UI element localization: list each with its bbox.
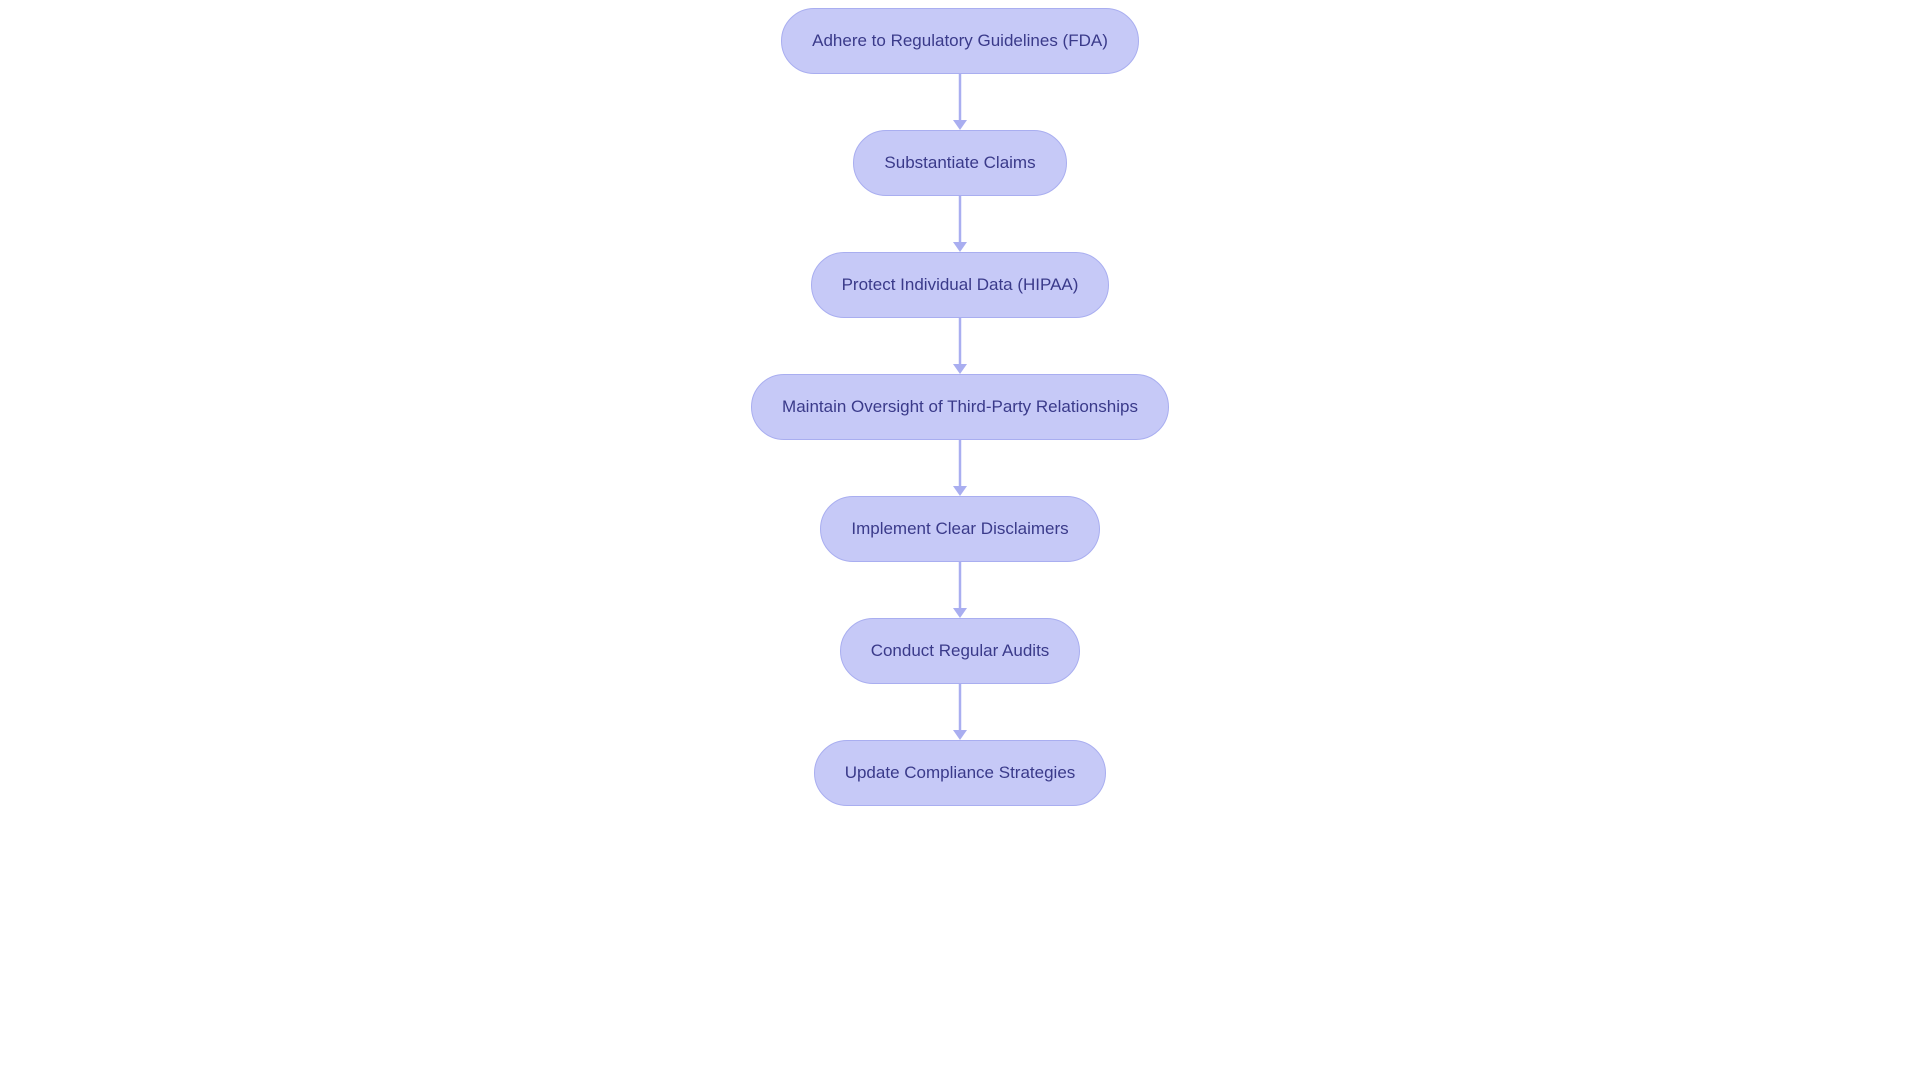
flowchart-node: Conduct Regular Audits bbox=[840, 618, 1081, 684]
flowchart-node: Protect Individual Data (HIPAA) bbox=[811, 252, 1110, 318]
flowchart-arrow bbox=[945, 74, 975, 130]
flowchart-arrow bbox=[945, 562, 975, 618]
flowchart-node-label: Conduct Regular Audits bbox=[871, 641, 1050, 661]
flowchart-node-label: Substantiate Claims bbox=[884, 153, 1035, 173]
flowchart-node: Maintain Oversight of Third-Party Relati… bbox=[751, 374, 1169, 440]
flowchart-arrow bbox=[945, 440, 975, 496]
flowchart-node-label: Update Compliance Strategies bbox=[845, 763, 1076, 783]
flowchart-node: Update Compliance Strategies bbox=[814, 740, 1107, 806]
flowchart-arrow bbox=[945, 684, 975, 740]
flowchart-node-label: Maintain Oversight of Third-Party Relati… bbox=[782, 397, 1138, 417]
flowchart-node: Implement Clear Disclaimers bbox=[820, 496, 1099, 562]
flowchart-arrow bbox=[945, 318, 975, 374]
flowchart-container: Adhere to Regulatory Guidelines (FDA) Sub… bbox=[660, 8, 1260, 806]
flowchart-node: Adhere to Regulatory Guidelines (FDA) bbox=[781, 8, 1139, 74]
flowchart-node-label: Adhere to Regulatory Guidelines (FDA) bbox=[812, 31, 1108, 51]
flowchart-node: Substantiate Claims bbox=[853, 130, 1066, 196]
flowchart-node-label: Protect Individual Data (HIPAA) bbox=[842, 275, 1079, 295]
flowchart-node-label: Implement Clear Disclaimers bbox=[851, 519, 1068, 539]
flowchart-arrow bbox=[945, 196, 975, 252]
